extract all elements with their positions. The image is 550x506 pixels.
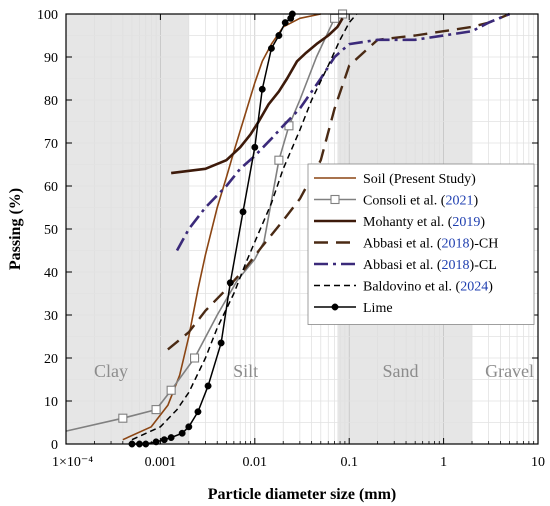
data-point [267,44,275,52]
series-2 [170,17,344,175]
legend-item: Abbasi et al. (2018)-CL [314,258,497,273]
legend-item: Baldovino et al. (2024) [314,280,493,295]
legend-item: Mohanty et al. (2019) [314,215,485,230]
data-point [151,405,161,415]
y-tick-label: 10 [44,395,58,410]
series-5 [131,13,358,441]
legend-item: Consoli et al. (2021) [314,194,478,209]
legend-label: Consoli et al. (2021) [363,194,478,209]
legend-year: 2019 [452,215,480,230]
region-labels: Clay Silt Sand Gravel [94,361,534,381]
legend-label: Lime [363,301,393,316]
legend-label: Abbasi et al. (2018)-CL [363,258,497,273]
data-point [258,85,266,93]
legend-main: Soil (Present Study) [363,172,476,187]
legend-label: Mohanty et al. (2019) [363,215,485,230]
data-point [217,339,225,347]
series-line [65,13,343,432]
region-label-clay: Clay [94,361,128,381]
legend-main: Abbasi et al. ( [363,237,442,252]
region-label-sand: Sand [383,361,419,381]
region-label-gravel: Gravel [485,361,534,381]
legend-main: Baldovino et al. ( [363,280,461,295]
data-point [167,434,175,441]
legend-year: 2018 [442,258,470,273]
data-point [274,155,284,165]
x-tick-label: 10 [531,455,545,470]
legend-item: Soil (Present Study) [314,172,476,187]
grid [65,14,538,444]
legend-main: Lime [363,301,393,316]
y-tick-label: 20 [44,352,58,367]
data-point [166,385,176,395]
y-tick-label: 60 [44,180,58,195]
data-point [330,13,340,23]
x-tick-label: 1 [440,455,447,470]
legend-suffix: ) [480,215,485,230]
legend-box [307,163,535,325]
data-point [226,279,234,287]
y-tick-label: 30 [44,309,58,324]
data-point [194,408,202,416]
x-tick-label: 0.001 [145,455,177,470]
data-point [251,143,259,151]
legend: Soil (Present Study) Consoli et al. (2021… [307,163,535,325]
series-line [167,12,511,351]
y-axis-tick-labels: 0 10 20 30 40 50 60 70 80 90 100 [37,8,58,453]
legend-main: Consoli et al. ( [363,194,446,209]
x-axis-tick-labels: 1×10⁻⁴ 0.001 0.01 0.1 1 10 [52,455,545,470]
legend-label: Baldovino et al. (2024) [363,280,493,295]
data-point [189,353,200,363]
x-tick-label: 0.1 [340,455,358,470]
legend-suffix: ) [473,194,478,209]
data-point [239,208,247,216]
legend-suffix: )-CH [470,237,499,252]
y-tick-label: 0 [51,438,58,453]
legend-suffix: )-CL [470,258,497,273]
legend-main: Mohanty et al. ( [363,215,453,230]
legend-label: Abbasi et al. (2018)-CH [363,237,498,252]
data-point [160,436,168,444]
data-point [118,413,128,423]
data-series [65,9,511,448]
y-axis-title: Passing (%) [7,188,24,270]
data-point [275,32,283,39]
legend-suffix: ) [488,280,493,295]
legend-year: 2018 [442,237,470,252]
legend-item: Lime [314,301,393,316]
data-point [281,19,289,27]
series-6 [128,10,296,448]
data-point [178,429,186,437]
region-label-silt: Silt [233,361,258,381]
series-line [175,12,511,252]
x-tick-label: 0.01 [243,455,268,470]
data-point [204,382,212,390]
legend-year: 2021 [445,194,473,209]
y-tick-label: 40 [44,266,58,281]
y-tick-label: 80 [44,94,58,109]
axis-ticks [65,13,539,445]
legend-marker [330,194,340,205]
legend-main: Abbasi et al. ( [363,258,442,273]
y-tick-label: 90 [44,51,58,66]
legend-item: Abbasi et al. (2018)-CH [314,237,498,252]
y-tick-label: 50 [44,223,58,238]
legend-label: Soil (Present Study) [363,172,476,187]
series-3 [167,12,511,351]
series-4 [175,12,511,252]
x-axis-title: Particle diameter size (mm) [208,486,397,503]
y-tick-label: 70 [44,137,58,152]
data-point [185,423,193,431]
legend-marker [331,303,339,311]
x-tick-label: 1×10⁻⁴ [52,455,93,470]
series-line [170,17,344,175]
series-line [131,13,358,441]
legend-year: 2024 [460,280,488,295]
y-tick-label: 100 [37,8,58,23]
